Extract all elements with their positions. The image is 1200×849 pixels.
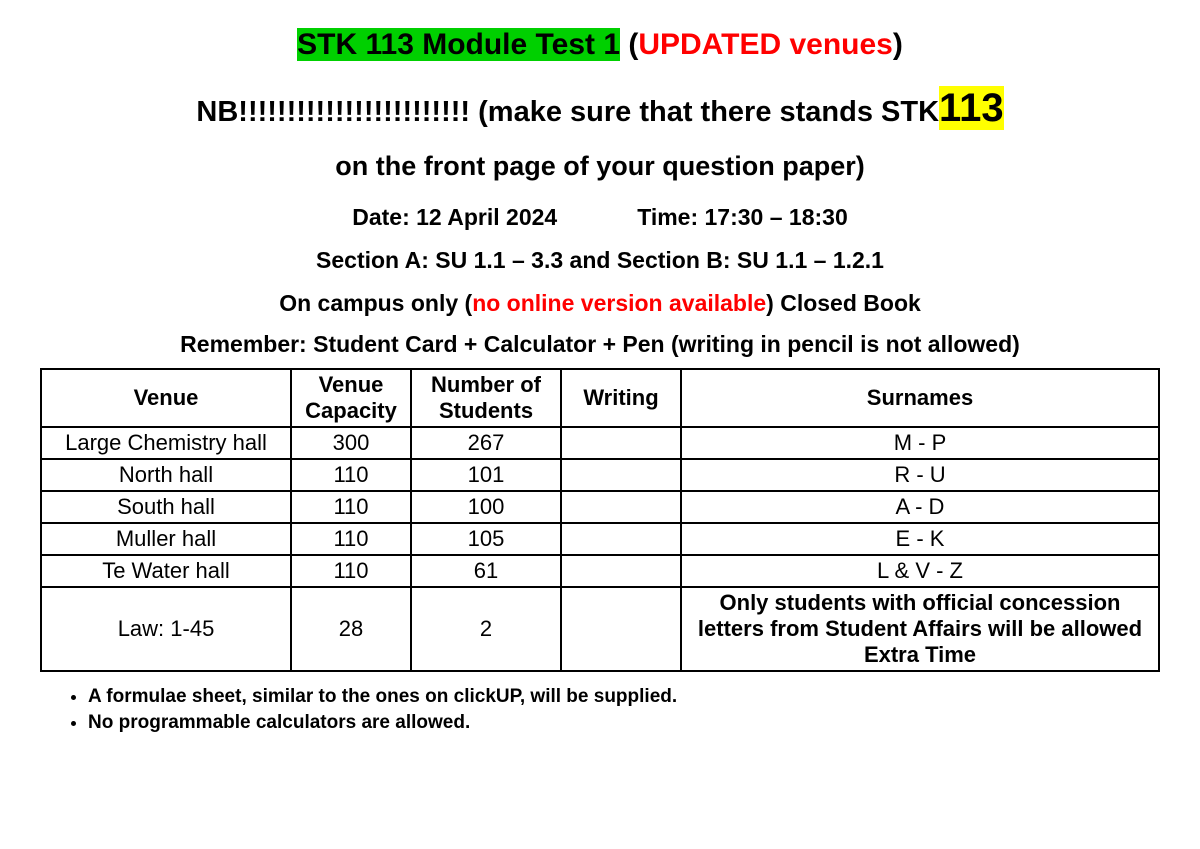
table-cell — [561, 491, 681, 523]
table-cell: Muller hall — [41, 523, 291, 555]
table-cell: 105 — [411, 523, 561, 555]
table-cell: 300 — [291, 427, 411, 459]
table-cell: 110 — [291, 523, 411, 555]
note-item: A formulae sheet, similar to the ones on… — [88, 686, 1160, 708]
table-row: Law: 1-45282 Only students with official … — [41, 587, 1159, 671]
title-paren-close: ) — [893, 28, 903, 61]
col-venue: Venue — [41, 369, 291, 427]
campus-red: no online version available — [472, 290, 766, 316]
table-cell: E - K — [681, 523, 1159, 555]
table-row: Te Water hall11061 L & V - Z — [41, 555, 1159, 587]
nb-lead: NB!!!!!!!!!!!!!!!!!!!!!!!! (make sure th… — [196, 96, 939, 128]
table-row: South hall110100 A - D — [41, 491, 1159, 523]
sections-line: Section A: SU 1.1 – 3.3 and Section B: S… — [40, 247, 1160, 274]
col-students: Number of Students — [411, 369, 561, 427]
note-item: No programmable calculators are allowed. — [88, 712, 1160, 734]
table-row: North hall110101 R - U — [41, 459, 1159, 491]
table-cell: 61 — [411, 555, 561, 587]
table-cell: Law: 1-45 — [41, 587, 291, 671]
col-surnames: Surnames — [681, 369, 1159, 427]
title-updated: UPDATED venues — [638, 28, 893, 61]
table-row: Muller hall110105 E - K — [41, 523, 1159, 555]
campus-line: On campus only (no online version availa… — [40, 290, 1160, 317]
table-cell — [561, 523, 681, 555]
remember-line: Remember: Student Card + Calculator + Pe… — [40, 331, 1160, 358]
table-cell: 101 — [411, 459, 561, 491]
table-cell: 100 — [411, 491, 561, 523]
table-cell: 110 — [291, 555, 411, 587]
table-header-row: Venue Venue Capacity Number of Students … — [41, 369, 1159, 427]
campus-lead: On campus only ( — [279, 290, 472, 316]
table-cell: 2 — [411, 587, 561, 671]
table-cell — [561, 459, 681, 491]
nb-highlight-113: 113 — [939, 86, 1004, 130]
venues-table: Venue Venue Capacity Number of Students … — [40, 368, 1160, 672]
table-cell — [561, 587, 681, 671]
table-cell: L & V - Z — [681, 555, 1159, 587]
nb-tail-line: on the front page of your question paper… — [40, 151, 1160, 182]
table-cell: North hall — [41, 459, 291, 491]
col-capacity: Venue Capacity — [291, 369, 411, 427]
table-cell — [561, 555, 681, 587]
date-time-line: Date: 12 April 2024 Time: 17:30 – 18:30 — [40, 204, 1160, 231]
table-cell — [561, 427, 681, 459]
table-cell: Te Water hall — [41, 555, 291, 587]
notes-list: A formulae sheet, similar to the ones on… — [40, 686, 1160, 734]
table-cell: R - U — [681, 459, 1159, 491]
table-cell: 267 — [411, 427, 561, 459]
title-paren-open: ( — [620, 28, 638, 61]
campus-tail: ) Closed Book — [766, 290, 921, 316]
title-main: STK 113 Module Test 1 — [297, 28, 620, 61]
time-label: Time: 17:30 – 18:30 — [637, 204, 848, 230]
table-cell: 110 — [291, 491, 411, 523]
title-line: STK 113 Module Test 1 (UPDATED venues) — [40, 28, 1160, 62]
table-cell: A - D — [681, 491, 1159, 523]
table-cell: 28 — [291, 587, 411, 671]
date-label: Date: 12 April 2024 — [352, 204, 557, 230]
col-writing: Writing — [561, 369, 681, 427]
table-row: Large Chemistry hall300267 M - P — [41, 427, 1159, 459]
table-cell: Large Chemistry hall — [41, 427, 291, 459]
table-cell: M - P — [681, 427, 1159, 459]
table-body: Large Chemistry hall300267M - PNorth hal… — [41, 427, 1159, 671]
table-cell: South hall — [41, 491, 291, 523]
nb-line: NB!!!!!!!!!!!!!!!!!!!!!!!! (make sure th… — [40, 86, 1160, 131]
table-cell: 110 — [291, 459, 411, 491]
table-cell: Only students with official concession l… — [681, 587, 1159, 671]
